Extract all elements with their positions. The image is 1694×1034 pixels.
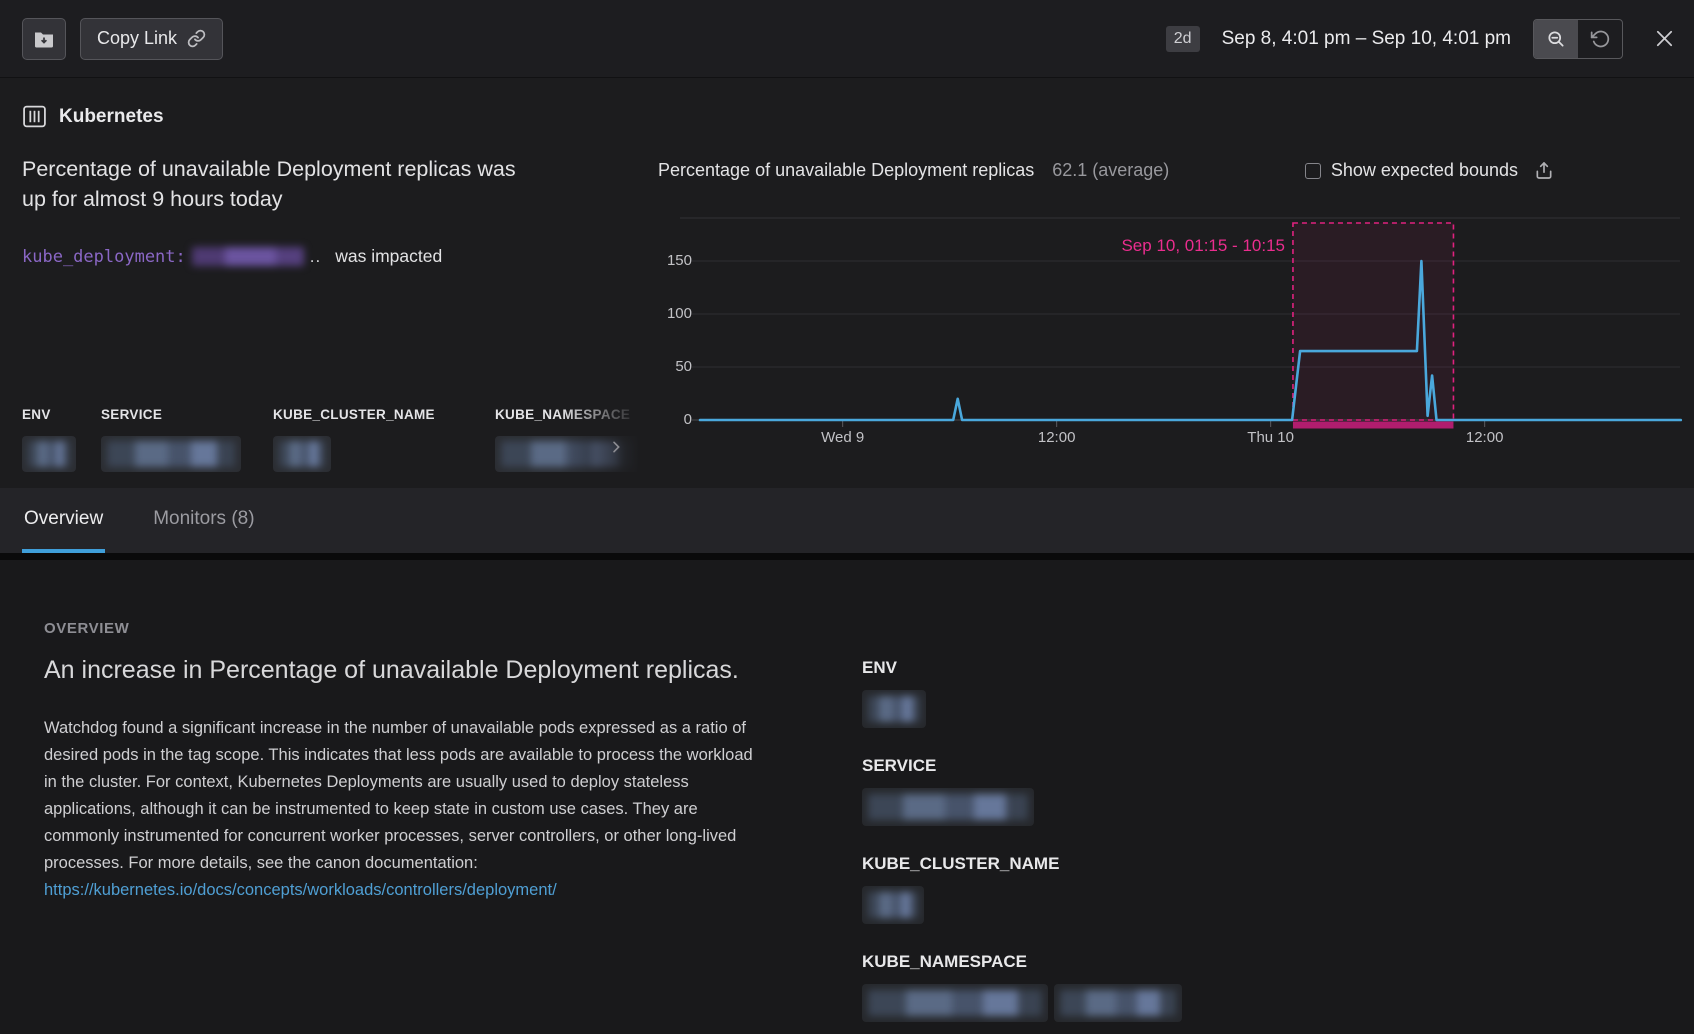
impact-text: was impacted <box>335 246 442 267</box>
chart-average-value: 62.1 (average) <box>1052 160 1169 181</box>
redacted-value <box>868 990 1042 1016</box>
tag-key: kube_deployment: <box>22 247 186 267</box>
export-icon[interactable] <box>1534 160 1554 181</box>
link-icon <box>187 29 206 48</box>
y-axis-tick: 150 <box>648 252 692 269</box>
overview-facet-cluster: KUBE_CLUSTER_NAME <box>862 854 1182 924</box>
facet-label-namespace: KUBE_NAMESPACE <box>495 407 645 422</box>
overview-heading: An increase in Percentage of unavailable… <box>44 651 744 689</box>
save-to-folder-button[interactable] <box>22 18 66 60</box>
chart-header: Percentage of unavailable Deployment rep… <box>658 160 1554 181</box>
overview-text-column: OVERVIEW An increase in Percentage of un… <box>44 620 769 904</box>
facet-service: SERVICE <box>101 407 241 472</box>
x-axis-tick: Thu 10 <box>1231 429 1311 446</box>
copy-link-button[interactable]: Copy Link <box>80 18 223 60</box>
facet-label-env: ENV <box>22 407 76 422</box>
alert-headline: Percentage of unavailable Deployment rep… <box>22 154 544 214</box>
overview-pill-namespace-2[interactable] <box>1054 984 1182 1022</box>
impacted-tag-line: kube_deployment: .. was impacted <box>22 246 442 267</box>
documentation-link[interactable]: https://kubernetes.io/docs/concepts/work… <box>44 877 769 904</box>
redacted-value <box>107 441 235 467</box>
redacted-tag-value <box>192 247 304 266</box>
overview-pill-cluster[interactable] <box>862 886 924 924</box>
close-button[interactable] <box>1653 27 1676 50</box>
redacted-value <box>868 696 920 722</box>
reset-zoom-button[interactable] <box>1578 20 1622 58</box>
tab-overview[interactable]: Overview <box>22 488 105 553</box>
close-icon <box>1653 27 1676 50</box>
expected-bounds-checkbox[interactable] <box>1305 163 1321 179</box>
zoom-controls <box>1533 19 1623 59</box>
overview-facet-label-service: SERVICE <box>862 756 1182 776</box>
tab-monitors[interactable]: Monitors (8) <box>151 488 256 553</box>
facet-cluster: KUBE_CLUSTER_NAME <box>273 407 435 472</box>
overview-facet-label-cluster: KUBE_CLUSTER_NAME <box>862 854 1182 874</box>
overview-pill-service[interactable] <box>862 788 1034 826</box>
date-range-label: Sep 8, 4:01 pm – Sep 10, 4:01 pm <box>1222 28 1511 50</box>
x-axis-tick: 12:00 <box>1445 429 1525 446</box>
facet-pill-service[interactable] <box>101 436 241 472</box>
overview-facet-label-env: ENV <box>862 658 1182 678</box>
redacted-value <box>868 892 918 918</box>
overview-facet-label-namespace: KUBE_NAMESPACE <box>862 952 1182 972</box>
chart-title: Percentage of unavailable Deployment rep… <box>658 160 1034 181</box>
folder-save-icon <box>34 30 54 48</box>
facet-label-service: SERVICE <box>101 407 241 422</box>
zoom-out-button[interactable] <box>1534 20 1578 58</box>
chart-layer: Sep 10, 01:15 - 10:15 150 100 50 0 Wed 9 12:0… <box>640 212 1694 462</box>
zoom-out-icon <box>1546 29 1566 49</box>
overview-facet-service: SERVICE <box>862 756 1182 826</box>
facet-env: ENV <box>22 407 76 472</box>
redacted-value <box>868 794 1028 820</box>
y-axis-tick: 50 <box>648 358 692 375</box>
overview-body: Watchdog found a significant increase in… <box>44 715 764 877</box>
reset-zoom-icon <box>1590 29 1610 49</box>
kubernetes-icon <box>22 104 47 129</box>
facet-label-cluster: KUBE_CLUSTER_NAME <box>273 407 435 422</box>
alert-summary-panel: Kubernetes Percentage of unavailable Dep… <box>0 78 1694 488</box>
chevron-right-icon[interactable] <box>608 439 624 455</box>
integration-header: Kubernetes <box>22 104 164 129</box>
anomaly-window-label: Sep 10, 01:15 - 10:15 <box>1121 236 1285 256</box>
tag-ellipsis: .. <box>310 247 321 267</box>
time-range-badge: 2d <box>1166 26 1200 52</box>
integration-name: Kubernetes <box>59 106 164 128</box>
overview-facet-env: ENV <box>862 658 1182 728</box>
expected-bounds-label: Show expected bounds <box>1331 160 1518 181</box>
overview-section-label: OVERVIEW <box>44 620 769 637</box>
tab-bar: Overview Monitors (8) <box>0 488 1694 553</box>
x-axis-tick: Wed 9 <box>803 429 883 446</box>
overview-pill-namespace-1[interactable] <box>862 984 1048 1022</box>
overview-section: OVERVIEW An increase in Percentage of un… <box>0 560 1694 1034</box>
facet-pill-cluster[interactable] <box>273 436 331 472</box>
redacted-value <box>279 441 325 467</box>
y-axis-tick: 0 <box>648 411 692 428</box>
y-axis-tick: 100 <box>648 305 692 322</box>
copy-link-label: Copy Link <box>97 28 177 49</box>
facet-pill-env[interactable] <box>22 436 76 472</box>
redacted-value <box>28 441 70 467</box>
toolbar: Copy Link 2d Sep 8, 4:01 pm – Sep 10, 4:… <box>0 0 1694 78</box>
section-divider <box>0 553 1694 560</box>
x-axis-tick: 12:00 <box>1017 429 1097 446</box>
overview-facets-column: ENV SERVICE KUBE_CLUSTER_NAME <box>862 658 1182 1034</box>
overview-pill-env[interactable] <box>862 690 926 728</box>
overview-facet-namespace: KUBE_NAMESPACE <box>862 952 1182 1022</box>
redacted-value <box>1060 990 1176 1016</box>
facets-row: ENV SERVICE KUBE_CLUSTER_NAME KUBE_NAMES… <box>0 405 660 483</box>
